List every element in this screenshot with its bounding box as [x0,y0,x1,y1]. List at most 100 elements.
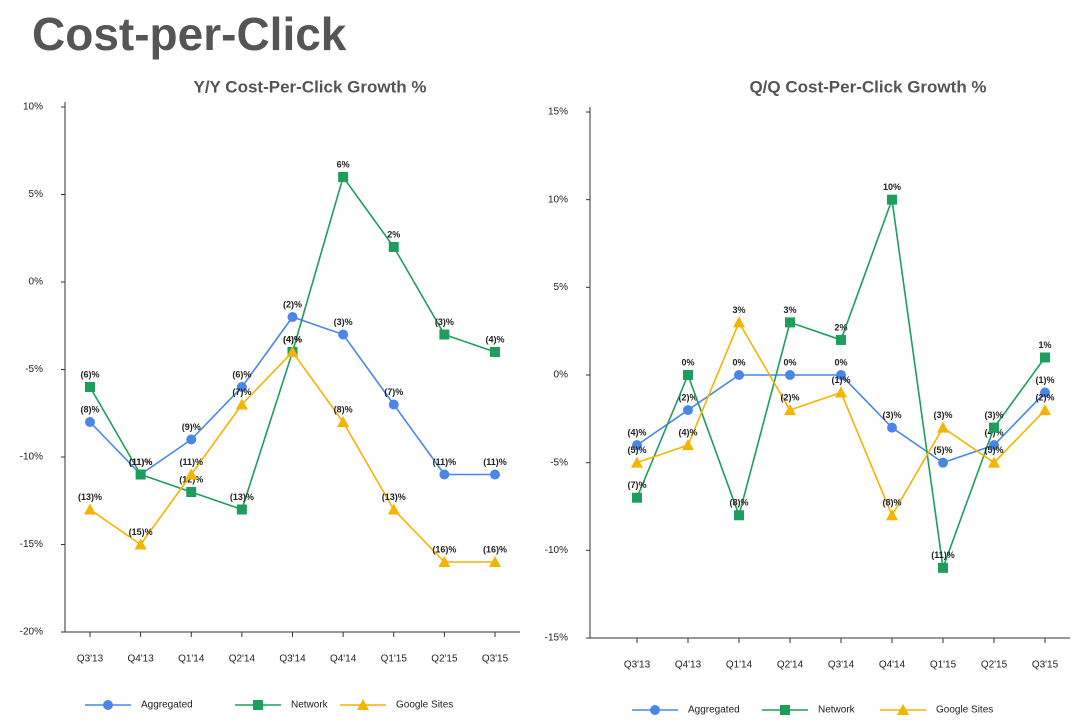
chart-title: Y/Y Cost-Per-Click Growth % [193,77,426,96]
data-point [1040,352,1050,363]
value-label: (16)% [483,544,507,554]
value-label: (1)% [1035,375,1054,385]
y-tick-label: 15% [548,107,568,118]
value-label: (2)% [678,392,697,402]
data-point [632,440,642,451]
value-label: (15)% [129,527,153,537]
data-point [632,492,642,503]
value-label: (9)% [182,422,201,432]
data-point [734,370,744,380]
value-label: (4)% [283,334,302,344]
value-label: 2% [387,229,400,239]
value-label: (5)% [933,445,952,455]
value-label: (4)% [283,334,302,344]
value-label: (11)% [433,457,457,467]
value-label: 2% [834,322,847,332]
data-point [785,317,795,328]
value-label: (1)% [831,375,850,385]
data-point [135,469,146,480]
data-point [490,469,500,480]
data-point [490,347,500,357]
x-tick-label: Q4'13 [127,654,154,665]
data-point [988,456,1000,468]
value-label: 0% [834,357,847,367]
x-tick-label: Q3'13 [77,654,104,665]
value-label: 3% [783,305,796,315]
value-label: (7)% [384,387,403,397]
value-label: 1% [1038,340,1051,350]
value-label: (5)% [627,445,646,455]
data-point [438,556,451,567]
y-tick-label: -5% [25,364,43,375]
x-tick-label: Q3'14 [279,654,306,665]
data-point [682,439,694,451]
value-label: (11)% [129,457,153,467]
value-label: (13)% [78,492,102,502]
x-tick-label: Q1'15 [381,654,408,665]
data-point [734,510,744,521]
value-label: (3)% [933,410,952,420]
data-point [186,487,197,497]
value-label: (8)% [882,498,901,508]
x-tick-label: Q1'15 [930,660,957,671]
legend-label: Network [818,705,856,716]
value-label: (13)% [230,492,254,502]
data-point [835,386,847,398]
legend-label: Network [291,700,329,711]
value-label: (5)% [984,445,1003,455]
x-tick-label: Q3'13 [624,660,651,671]
legend-marker [103,700,113,710]
legend-marker [253,700,263,710]
data-point [387,503,400,515]
x-tick-label: Q4'14 [879,660,906,671]
value-label: 3% [732,305,745,315]
data-point [1039,404,1051,416]
chart-title: Q/Q Cost-Per-Click Growth % [749,77,986,96]
value-label: 0% [732,357,745,367]
value-label: (4)% [678,428,697,438]
value-label: (2)% [780,392,799,402]
value-label: (13)% [382,492,406,502]
data-point [235,398,248,410]
x-tick-label: Q2'15 [981,660,1008,671]
x-tick-label: Q1'14 [726,660,753,671]
value-label: (11)% [931,550,955,560]
legend-marker [780,705,790,715]
page-title: Cost-per-Click [32,8,347,60]
data-point [388,399,399,410]
value-label: (3)% [334,317,353,327]
y-tick-label: -5% [550,457,568,468]
y-tick-label: 0% [554,370,569,381]
data-point [683,370,693,380]
data-point [683,405,693,416]
data-point [989,440,999,451]
legend-marker [897,704,909,715]
legend-label: Google Sites [396,700,453,711]
data-point [186,434,197,445]
legend-label: Aggregated [141,700,193,711]
value-label: (7)% [627,480,646,490]
data-point [388,242,399,252]
data-point [785,370,795,380]
value-label: (11)% [483,457,507,467]
x-tick-label: Q4'14 [330,654,357,665]
data-point [338,172,349,182]
data-point [439,469,450,480]
value-label: (4)% [627,428,646,438]
value-label: (6)% [232,369,251,379]
legend-marker [650,705,660,715]
y-tick-label: -20% [20,627,43,638]
data-point [85,382,95,392]
value-label: (11)% [179,457,203,467]
y-tick-label: -15% [545,633,568,644]
value-label: 0% [783,357,796,367]
data-point [85,417,95,427]
value-label: (2)% [283,299,302,309]
y-tick-label: 0% [29,277,44,288]
y-tick-label: 10% [23,102,43,113]
data-point [84,503,96,515]
value-label: 6% [337,159,350,169]
value-label: (3)% [435,317,454,327]
data-point [1040,387,1050,398]
